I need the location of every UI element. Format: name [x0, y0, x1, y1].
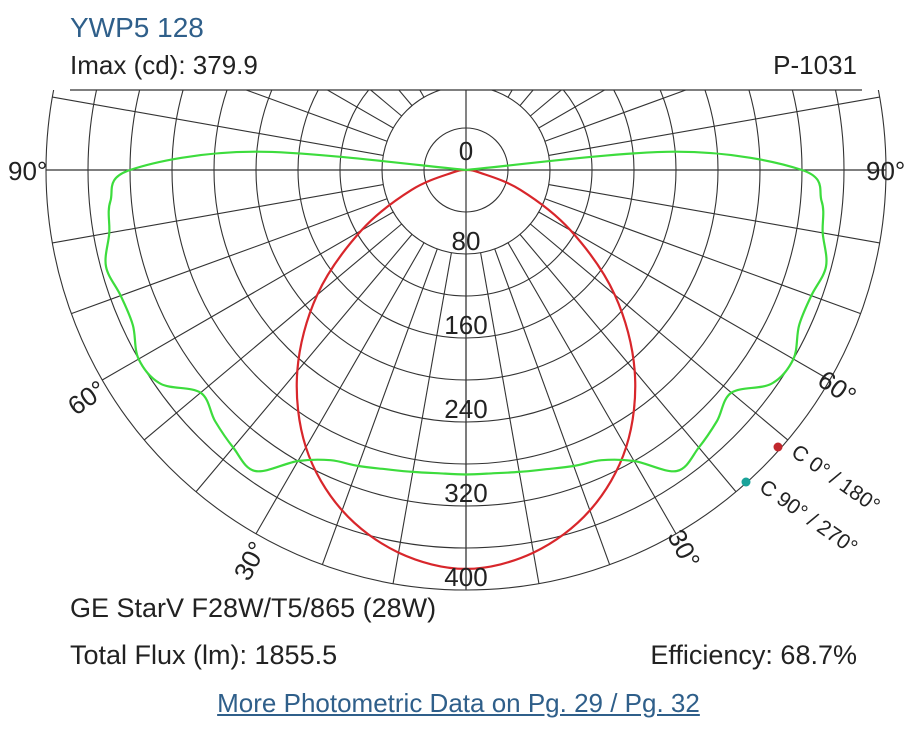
grid-spoke — [494, 248, 611, 565]
grid-spoke — [538, 211, 831, 381]
grid-spoke — [143, 223, 403, 441]
grid-spoke — [369, 90, 403, 117]
more-data-link[interactable]: More Photometric Data on Pg. 29 / Pg. 32 — [217, 688, 700, 718]
grid-spoke — [71, 198, 388, 315]
polar-grid — [45, 0, 887, 591]
grid-spoke — [519, 233, 737, 493]
radial-tick-label: 80 — [452, 226, 481, 256]
grid-spoke — [326, 90, 394, 129]
grid-spoke — [529, 223, 789, 441]
grid-spoke — [481, 0, 539, 87]
grid-spoke — [436, 90, 438, 92]
imax-label: Imax (cd): 379.9 — [70, 50, 258, 80]
radial-tick-label: 240 — [444, 394, 487, 424]
grid-spoke — [195, 233, 413, 493]
grid-spoke — [538, 90, 606, 129]
radial-tick-label: 0 — [459, 136, 473, 166]
grid-spoke — [244, 90, 388, 142]
luminaire-model: YWP5 128 — [70, 12, 204, 43]
total-flux: Total Flux (lm): 1855.5 — [70, 640, 338, 670]
angle-label: 90° — [8, 156, 47, 186]
axis-labels: 0 80 160 240 320 400 90° 90° 60° 60° 30° 30° — [8, 136, 905, 592]
intensity-curves — [104, 150, 828, 571]
radial-tick-label: 320 — [444, 478, 487, 508]
grid-spoke — [548, 184, 880, 244]
legend-marker — [741, 477, 751, 487]
angle-label: 90° — [866, 156, 905, 186]
chart-legend: C 0° / 180°C 90° / 270° — [741, 440, 884, 559]
angle-label: 30° — [228, 536, 273, 585]
grid-spoke — [52, 96, 384, 156]
grid-spoke — [544, 198, 861, 315]
legend-marker — [773, 442, 783, 452]
radial-tick-label: 160 — [444, 310, 487, 340]
photometry-code: P-1031 — [773, 50, 857, 80]
efficiency: Efficiency: 68.7% — [650, 640, 857, 670]
grid-spoke — [52, 184, 384, 244]
angle-label: 60° — [62, 374, 111, 421]
angle-label: 30° — [661, 524, 706, 573]
series-c90-270-curve — [104, 150, 828, 476]
grid-spoke — [529, 90, 563, 117]
grid-spoke — [321, 248, 438, 565]
grid-spoke — [544, 90, 688, 142]
polar-chart: 0 80 160 240 320 400 90° 90° 60° 60° 30° 30° C 0° /… — [8, 0, 905, 592]
grid-spoke — [393, 0, 451, 87]
grid-spoke — [494, 90, 496, 92]
series-c0-180-curve — [295, 168, 637, 571]
grid-spoke — [480, 252, 540, 584]
radial-tick-label: 400 — [444, 562, 487, 592]
grid-spoke — [548, 96, 880, 156]
grid-spoke — [419, 90, 425, 98]
grid-spoke — [507, 242, 677, 535]
grid-spoke — [101, 211, 394, 381]
grid-spoke — [255, 242, 425, 535]
grid-spoke — [507, 90, 513, 98]
grid-spoke — [392, 252, 452, 584]
angle-label: 60° — [812, 364, 861, 411]
lamp-description: GE StarV F28W/T5/865 (28W) — [70, 593, 437, 623]
